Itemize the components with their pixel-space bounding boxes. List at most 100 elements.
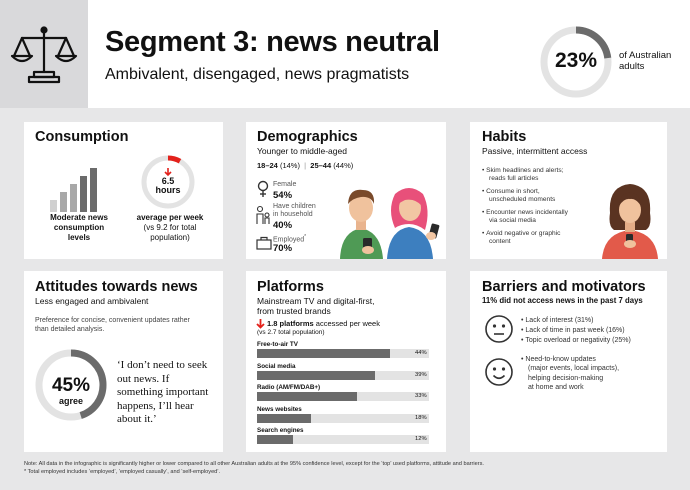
share-label-line2: adults xyxy=(619,61,645,72)
platform-bar xyxy=(257,435,294,444)
platform-label: Social media xyxy=(257,362,296,370)
share-label-line1: of Australian xyxy=(619,50,672,61)
motivator-text-0: Need-to-know updates xyxy=(525,356,596,363)
barrier-item-2: Topic overload or negativity (25%) xyxy=(525,337,631,344)
barrier-item: • Topic overload or negativity (25%) xyxy=(521,337,631,344)
briefcase-icon xyxy=(256,236,272,250)
agree-donut xyxy=(35,349,107,421)
female-icon xyxy=(257,180,269,197)
barrier-list: • Lack of interest (31%) • Lack of time … xyxy=(521,316,631,346)
stat-children-line1: Have children xyxy=(273,203,316,210)
age1-label: 18–24 xyxy=(257,161,278,170)
platform-label: News websites xyxy=(257,405,302,413)
habit-3-line1: Avoid negative or graphic xyxy=(486,230,561,237)
share-donut xyxy=(540,26,612,98)
hours-readout: 6.5 hours xyxy=(146,177,190,195)
demographics-title: Demographics xyxy=(257,129,358,145)
age2-pct: (44%) xyxy=(333,161,354,170)
stat-employed-label: Employed* xyxy=(273,234,306,243)
footnote-line1: Note: All data in the infographic is sig… xyxy=(24,461,484,467)
consumption-level-line3: levels xyxy=(67,233,91,242)
habit-2-line2: via social media xyxy=(489,217,536,224)
quote-line-0: ‘I don’t need to seek xyxy=(117,359,208,371)
attitude-quote: ‘I don’t need to seek out news. If somet… xyxy=(117,359,222,427)
platform-bar-track xyxy=(257,435,429,444)
hours-unit: hours xyxy=(155,185,181,195)
motivator-line-3: at home and work xyxy=(528,383,584,391)
platform-count-text: accessed per week xyxy=(315,319,380,328)
platform-value: 18% xyxy=(415,414,427,421)
habit-2-line1: Encounter news incidentally xyxy=(486,209,568,216)
attitudes-title: Attitudes towards news xyxy=(35,279,198,295)
platform-value: 44% xyxy=(415,350,427,356)
agree-value: 45% xyxy=(51,375,91,396)
hours-caption: average per week xyxy=(136,213,204,222)
platform-count-value: 1.8 platforms xyxy=(267,319,314,328)
motivator-line-2: helping decision-making xyxy=(528,374,604,382)
happy-face-icon xyxy=(485,358,513,386)
habits-list: • Skim headlines and alerts; reads full a… xyxy=(482,167,602,246)
attitudes-subtitle: Less engaged and ambivalent xyxy=(35,296,149,306)
habit-1-line2: unscheduled moments xyxy=(489,196,556,203)
share-label: of Australian adults xyxy=(619,50,671,72)
barrier-item: • Lack of time in past week (16%) xyxy=(521,327,625,334)
platform-bar xyxy=(257,370,375,380)
quote-line-2: something important xyxy=(117,386,209,398)
hours-dial xyxy=(141,155,195,209)
arrow-down-icon xyxy=(164,168,172,177)
platform-label: Free-to-air TV xyxy=(257,341,298,348)
stat-employed-sup: * xyxy=(304,234,307,240)
habits-title: Habits xyxy=(482,129,527,145)
motivator-list: • Need-to-know updates (major events, lo… xyxy=(521,355,619,392)
platforms-subtitle: Mainstream TV and digital-first, from tr… xyxy=(257,296,374,316)
hours-compare-line2: population) xyxy=(150,233,190,242)
arrow-down-icon xyxy=(256,319,265,329)
barrier-item-0: Lack of interest (31%) xyxy=(525,317,594,324)
share-value: 23% xyxy=(554,49,598,72)
motivator-line-1: (major events, local impacts), xyxy=(528,365,620,373)
attitudes-desc-line2: than detailed analysis. xyxy=(35,326,105,333)
habit-item: • Encounter news incidentally via social … xyxy=(482,209,568,224)
platforms-title: Platforms xyxy=(257,279,324,295)
attitudes-card xyxy=(24,271,223,452)
habit-0-line1: Skim headlines and alerts; xyxy=(486,167,564,174)
footnote-line2: * Total employed includes ‘employed’, ‘e… xyxy=(24,468,221,475)
stat-employed-text: Employed xyxy=(273,236,305,244)
consumption-level-line1: Moderate news xyxy=(50,213,108,222)
platform-count-compare: (vs 2.7 total population) xyxy=(257,329,325,336)
quote-line-1: out news. If xyxy=(117,372,170,385)
age-groups: 18–24 (14%) | 25–44 (44%) xyxy=(257,161,354,170)
agree-donut-arc xyxy=(35,349,107,421)
platform-label: Search engines xyxy=(257,427,304,434)
consumption-level-label: Moderate news consumption levels xyxy=(40,213,118,243)
quote-line-4: about it.’ xyxy=(117,413,157,425)
quote-line-3: happens, I’ll hear xyxy=(117,399,194,412)
platform-value: 39% xyxy=(415,371,427,378)
hours-value: 6.5 xyxy=(161,176,175,186)
stat-female-value: 54% xyxy=(273,190,293,201)
platform-value: 12% xyxy=(415,436,427,442)
stat-children-label: Have children in household xyxy=(273,203,316,219)
platforms-subtitle-line1: Mainstream TV and digital-first, xyxy=(257,296,375,306)
habit-3-line2: content xyxy=(489,238,511,245)
consumption-level-line2: consumption xyxy=(53,223,105,232)
habit-item: • Avoid negative or graphic content xyxy=(482,230,561,245)
age1-pct: (14%) xyxy=(279,161,300,170)
stat-children-value: 40% xyxy=(273,220,293,231)
platform-label: Radio (AM/FM/DAB+) xyxy=(257,384,321,391)
footnote: Note: All data in the infographic is sig… xyxy=(24,461,484,476)
scales-icon xyxy=(10,26,78,84)
platform-bar-track xyxy=(257,413,429,423)
age2-label: 25–44 xyxy=(310,161,332,170)
barriers-subtitle: 11% did not access news in the past 7 da… xyxy=(482,296,643,305)
sad-face-icon xyxy=(485,315,513,343)
habit-1-line1: Consume in short, xyxy=(486,188,540,195)
family-icon xyxy=(256,205,270,224)
consumption-title: Consumption xyxy=(35,129,129,145)
stat-children-line2: in household xyxy=(273,211,313,218)
header-icon-panel xyxy=(0,0,88,108)
hours-compare-line1: (vs 9.2 for total xyxy=(143,223,197,232)
demographics-subtitle: Younger to middle-aged xyxy=(257,146,347,156)
platform-bar xyxy=(257,349,390,358)
agree-label: agree xyxy=(58,396,84,406)
